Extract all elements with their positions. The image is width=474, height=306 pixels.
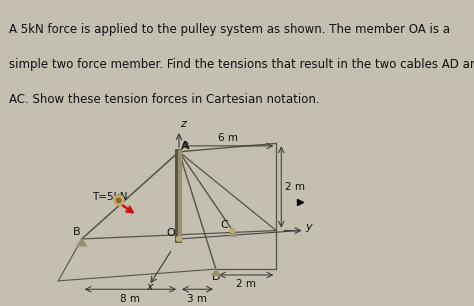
Text: 2 m: 2 m <box>236 279 256 289</box>
Circle shape <box>117 198 121 203</box>
Text: C: C <box>221 220 228 230</box>
Text: 6 m: 6 m <box>218 132 237 143</box>
Text: z: z <box>180 119 186 129</box>
Circle shape <box>230 228 235 233</box>
Text: A 5kN force is applied to the pulley system as shown. The member OA is a: A 5kN force is applied to the pulley sys… <box>9 23 450 35</box>
Text: 2 m: 2 m <box>285 182 305 192</box>
Circle shape <box>114 195 124 205</box>
Circle shape <box>176 237 182 241</box>
Text: D: D <box>211 272 220 282</box>
Text: O: O <box>166 228 175 238</box>
Polygon shape <box>229 230 237 236</box>
Text: 3 m: 3 m <box>187 294 208 304</box>
Text: B: B <box>73 227 80 237</box>
Text: y: y <box>306 222 312 232</box>
Text: A: A <box>181 141 190 151</box>
Text: T=5kN: T=5kN <box>92 192 128 202</box>
Polygon shape <box>77 239 86 246</box>
Text: 8 m: 8 m <box>120 294 140 304</box>
Polygon shape <box>212 269 220 275</box>
Text: AC. Show these tension forces in Cartesian notation.: AC. Show these tension forces in Cartesi… <box>9 93 320 106</box>
Text: simple two force member. Find the tensions that result in the two cables AD and: simple two force member. Find the tensio… <box>9 58 474 71</box>
Text: x: x <box>146 282 153 292</box>
